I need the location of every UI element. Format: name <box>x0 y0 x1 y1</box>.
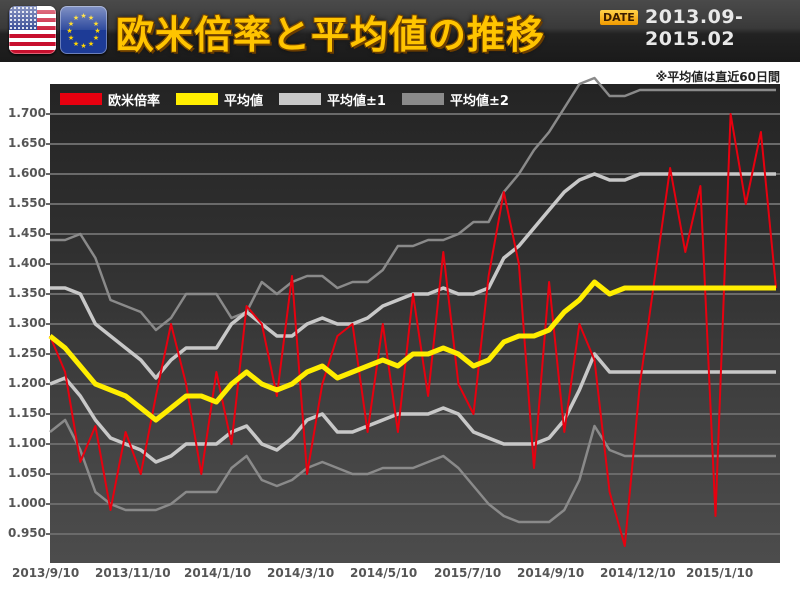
series-line <box>50 76 776 332</box>
y-tick-label: 1.550 <box>8 196 46 210</box>
svg-text:★: ★ <box>93 20 99 28</box>
svg-text:★: ★ <box>88 14 94 22</box>
chart-legend: 欧米倍率 平均値 平均値±1 平均値±2 <box>60 90 525 109</box>
y-tick-label: 0.950 <box>8 526 46 540</box>
svg-text:★: ★ <box>80 42 86 50</box>
y-tick-label: 1.100 <box>8 436 46 450</box>
svg-text:★: ★ <box>66 27 72 35</box>
svg-text:★: ★ <box>94 27 100 35</box>
svg-text:★: ★ <box>68 34 74 42</box>
legend-item-sigma1: 平均値±1 <box>279 90 386 109</box>
y-tick-label: 1.650 <box>8 136 46 150</box>
legend-label: 平均値±2 <box>449 93 509 109</box>
svg-text:★: ★ <box>88 40 94 48</box>
us-flag-icon <box>9 6 56 54</box>
legend-item-sigma2: 平均値±2 <box>401 90 509 109</box>
series-line <box>49 113 777 547</box>
y-tick-label: 1.400 <box>8 256 46 270</box>
y-tick-label: 1.000 <box>8 496 46 510</box>
legend-item-ratio: 欧米倍率 <box>60 90 160 109</box>
x-tick-label: 2014/1/10 <box>184 566 252 580</box>
legend-label: 平均値 <box>224 93 264 109</box>
date-range: 2013.09-2015.02 <box>645 6 744 50</box>
series-line <box>49 418 776 524</box>
date-badge: DATE <box>600 10 638 25</box>
y-tick-label: 1.700 <box>8 106 46 120</box>
header-bar: ★★★ ★★★ ★★★ ★★★ 欧米倍率と平均値の推移 DATE 2013.09… <box>0 0 800 62</box>
legend-label: 欧米倍率 <box>108 93 161 109</box>
legend-label: 平均値±1 <box>327 93 386 109</box>
x-tick-label: 2015/1/10 <box>686 566 754 580</box>
legend-swatch-gray <box>401 93 444 105</box>
legend-swatch-lightgray <box>279 93 322 105</box>
eu-flag-icon: ★★★ ★★★ ★★★ ★★★ <box>60 6 107 54</box>
average-period-note: ※平均値は直近60日間 <box>655 70 780 84</box>
svg-text:★: ★ <box>73 14 79 22</box>
svg-text:★: ★ <box>80 12 86 20</box>
legend-item-mean: 平均値 <box>176 90 263 109</box>
y-tick-label: 1.250 <box>8 346 46 360</box>
y-tick-label: 1.600 <box>8 166 46 180</box>
svg-text:★: ★ <box>68 20 74 28</box>
page-title: 欧米倍率と平均値の推移 <box>116 4 545 59</box>
y-tick-label: 1.350 <box>8 286 46 300</box>
series-line <box>49 352 776 464</box>
svg-text:★: ★ <box>73 40 79 48</box>
series-line <box>48 279 776 423</box>
y-tick-label: 1.150 <box>8 406 46 420</box>
x-tick-label: 2014/3/10 <box>267 566 335 580</box>
x-tick-label: 2013/9/10 <box>12 566 80 580</box>
y-tick-label: 1.300 <box>8 316 46 330</box>
x-tick-label: 2013/11/10 <box>95 566 171 580</box>
x-tick-label: 2014/12/10 <box>600 566 676 580</box>
svg-text:★: ★ <box>93 34 99 42</box>
x-tick-label: 2014/9/10 <box>517 566 585 580</box>
x-tick-label: 2014/5/10 <box>350 566 418 580</box>
legend-swatch-red <box>60 93 102 105</box>
x-tick-label: 2015/7/10 <box>434 566 502 580</box>
y-tick-label: 1.050 <box>8 466 46 480</box>
y-tick-label: 1.200 <box>8 376 46 390</box>
y-tick-label: 1.450 <box>8 226 46 240</box>
legend-swatch-yellow <box>176 93 219 105</box>
